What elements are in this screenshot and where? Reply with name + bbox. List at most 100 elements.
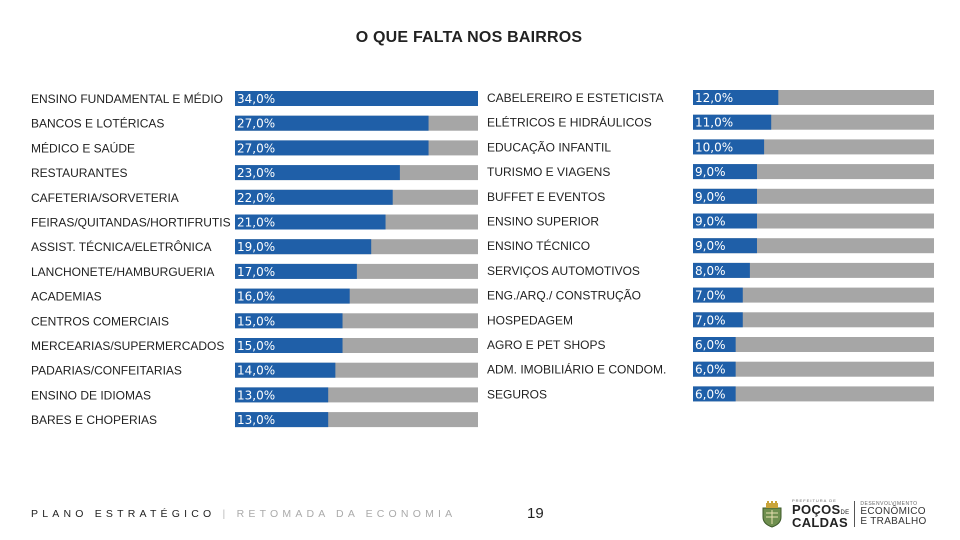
right-bar bbox=[693, 238, 757, 254]
right-bar-track bbox=[693, 361, 934, 377]
left-value-label: 17,0% bbox=[237, 265, 275, 279]
footer-plan-text: PLANO ESTRATÉGICO bbox=[31, 508, 216, 520]
left-category-label: RESTAURANTES bbox=[31, 166, 127, 180]
logo-city-line1: POÇOSDE bbox=[792, 502, 850, 517]
left-category-label: FEIRAS/QUITANDAS/HORTIFRUTIS bbox=[31, 216, 231, 230]
city-crest-icon bbox=[762, 501, 782, 528]
left-value-label: 15,0% bbox=[237, 314, 275, 328]
logo-dept-line3: E TRABALHO bbox=[860, 515, 927, 527]
right-category-label: ELÉTRICOS E HIDRÁULICOS bbox=[487, 115, 652, 130]
right-bar bbox=[693, 287, 743, 303]
left-category-label: ENSINO DE IDIOMAS bbox=[31, 388, 151, 402]
right-value-label: 6,0% bbox=[695, 387, 726, 401]
right-bar bbox=[693, 361, 736, 377]
left-bar bbox=[235, 412, 329, 428]
right-bar-track bbox=[693, 386, 934, 402]
left-value-label: 15,0% bbox=[237, 339, 275, 353]
right-category-label: AGRO E PET SHOPS bbox=[487, 338, 605, 352]
right-value-label: 6,0% bbox=[695, 363, 726, 377]
left-bar bbox=[235, 313, 343, 329]
right-category-label: EDUCAÇÃO INFANTIL bbox=[487, 140, 611, 154]
right-value-label: 9,0% bbox=[695, 165, 726, 179]
right-category-label: ENSINO SUPERIOR bbox=[487, 215, 599, 229]
left-bar bbox=[235, 263, 357, 279]
chart-title: O QUE FALTA NOS BAIRROS bbox=[355, 29, 583, 46]
right-value-label: 10,0% bbox=[695, 140, 733, 154]
page-number: 19 bbox=[527, 505, 544, 522]
left-bar bbox=[235, 189, 393, 205]
left-category-label: ASSIST. TÉCNICA/ELETRÔNICA bbox=[31, 239, 212, 254]
left-value-label: 19,0% bbox=[237, 240, 275, 254]
right-category-label: TURISMO E VIAGENS bbox=[487, 165, 610, 179]
right-category-label: ADM. IMOBILIÁRIO E CONDOM. bbox=[487, 362, 666, 377]
left-value-label: 34,0% bbox=[237, 92, 275, 106]
left-value-label: 16,0% bbox=[237, 290, 275, 304]
right-bar bbox=[693, 386, 736, 402]
right-value-label: 12,0% bbox=[695, 91, 733, 105]
right-category-label: HOSPEDAGEM bbox=[487, 313, 573, 327]
left-category-label: ENSINO FUNDAMENTAL E MÉDIO bbox=[31, 91, 223, 106]
right-bar bbox=[693, 90, 779, 105]
left-bar bbox=[235, 91, 478, 106]
logo-city-line2: CALDAS bbox=[792, 515, 848, 530]
left-value-label: 22,0% bbox=[237, 191, 275, 205]
left-bar bbox=[235, 115, 429, 131]
city-logo: PREFEITURA DE POÇOSDE CALDAS DESENVOLVIM… bbox=[760, 498, 927, 530]
right-bar-track bbox=[693, 262, 934, 278]
right-category-label: SEGUROS bbox=[487, 387, 547, 401]
right-bar bbox=[693, 139, 765, 155]
left-bar bbox=[235, 387, 329, 403]
left-bar bbox=[235, 140, 429, 156]
right-bar bbox=[693, 262, 750, 278]
right-category-label: ENG./ARQ./ CONSTRUÇÃO bbox=[487, 289, 641, 303]
right-bar bbox=[693, 213, 757, 229]
right-value-label: 9,0% bbox=[695, 215, 726, 229]
right-bar bbox=[693, 164, 757, 180]
left-bar bbox=[235, 288, 350, 304]
left-category-label: BARES E CHOPERIAS bbox=[31, 413, 157, 427]
logo-dept-line2: ECONÔMICO bbox=[860, 505, 926, 517]
left-category-label: BANCOS E LOTÉRICAS bbox=[31, 116, 164, 131]
right-value-label: 7,0% bbox=[695, 289, 726, 303]
left-category-label: CAFETERIA/SORVETERIA bbox=[31, 191, 179, 205]
left-category-label: CENTROS COMERCIAIS bbox=[31, 314, 169, 328]
right-bar-track bbox=[693, 287, 934, 303]
right-value-label: 8,0% bbox=[695, 264, 726, 278]
right-value-label: 9,0% bbox=[695, 239, 726, 253]
bar-charts: ENSINO FUNDAMENTAL E MÉDIO 34,0% BANCOS E … bbox=[31, 90, 934, 428]
right-bar-track bbox=[693, 312, 934, 328]
left-bar bbox=[235, 239, 372, 255]
right-category-label: CABELEREIRO E ESTETICISTA bbox=[487, 91, 663, 105]
left-category-label: PADARIAS/CONFEITARIAS bbox=[31, 364, 182, 378]
footer-subtitle: RETOMADA DA ECONOMIA bbox=[236, 508, 457, 520]
left-value-label: 27,0% bbox=[237, 141, 275, 155]
left-category-label: MÉDICO E SAÚDE bbox=[31, 140, 135, 155]
footer-separator: | bbox=[222, 508, 230, 520]
right-category-label: SERVIÇOS AUTOMOTIVOS bbox=[487, 264, 640, 278]
right-value-label: 7,0% bbox=[695, 313, 726, 327]
right-bar-track bbox=[693, 337, 934, 352]
left-category-label: MERCEARIAS/SUPERMERCADOS bbox=[31, 339, 224, 353]
right-bar bbox=[693, 337, 736, 352]
footer-plan: PLANO ESTRATÉGICO | RETOMADA DA ECONOMIA bbox=[31, 508, 456, 520]
right-bar bbox=[693, 312, 743, 328]
left-value-label: 21,0% bbox=[237, 216, 275, 230]
left-bar bbox=[235, 165, 400, 181]
right-value-label: 6,0% bbox=[695, 338, 726, 352]
left-category-label: ACADEMIAS bbox=[31, 290, 102, 304]
right-category-label: BUFFET E EVENTOS bbox=[487, 190, 605, 204]
left-value-label: 13,0% bbox=[237, 413, 275, 427]
left-value-label: 14,0% bbox=[237, 364, 275, 378]
right-bar bbox=[693, 114, 772, 130]
right-value-label: 11,0% bbox=[695, 116, 733, 130]
left-bar bbox=[235, 338, 343, 353]
right-bar bbox=[693, 188, 757, 204]
logo-prefecture: PREFEITURA DE bbox=[792, 498, 837, 503]
right-value-label: 9,0% bbox=[695, 190, 726, 204]
right-category-label: ENSINO TÉCNICO bbox=[487, 238, 590, 253]
logo-divider bbox=[854, 501, 856, 527]
left-bar bbox=[235, 362, 336, 378]
left-value-label: 27,0% bbox=[237, 117, 275, 131]
left-value-label: 23,0% bbox=[237, 166, 275, 180]
left-value-label: 13,0% bbox=[237, 388, 275, 402]
